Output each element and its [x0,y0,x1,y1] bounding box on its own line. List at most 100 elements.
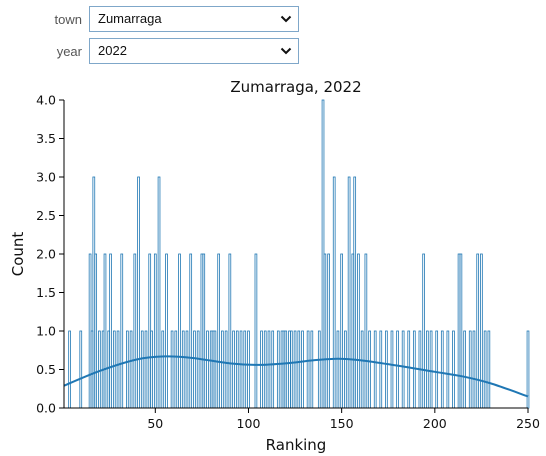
histogram-bar [373,330,377,409]
histogram-bar [452,330,455,409]
histogram-bar [165,253,168,409]
histogram-bar [79,330,83,409]
chevron-down-icon [280,15,292,23]
y-axis-title: Count [9,232,27,277]
histogram-bar [483,330,487,409]
histogram-bar [344,330,347,409]
histogram-bar [271,330,275,409]
histogram-bar [480,253,483,409]
histogram-bar [267,330,271,409]
histogram-bar [463,330,466,409]
year-label: year [56,44,82,59]
year-select[interactable]: 2022 [89,38,299,64]
histogram-bar [228,253,232,409]
y-tick-label: 1.0 [36,324,56,339]
histogram-bar [157,176,161,409]
year-select-value: 2022 [98,43,127,58]
histogram-bar [232,330,235,409]
histogram-bar [297,330,301,409]
histogram-bar [161,330,165,409]
histogram-bar [385,330,388,409]
histogram-bar [133,253,137,409]
histogram-bar [364,253,368,409]
histogram-bar [116,330,120,409]
histogram-bar [68,330,71,409]
axes: 0.0 0.5 1.0 1.5 2.0 2.5 3.0 3.5 4.0 50 100 150 200 25… [36,93,540,432]
histogram-bar [446,330,450,409]
town-select[interactable]: Zumarraga [89,6,299,32]
histogram-bar [247,330,250,409]
histogram-bar [390,330,394,409]
histogram-bar [224,330,228,409]
histogram-bar [239,330,243,409]
histogram-bar [412,330,416,409]
histogram-bar [340,253,343,409]
histogram-bar [429,330,433,409]
y-tick-label: 4.0 [36,93,56,108]
histogram-bar [185,330,189,409]
histogram-bar [290,330,293,409]
histogram-bar [284,330,288,409]
town-select-value: Zumarraga [98,11,162,26]
histogram-bar [353,176,357,409]
histogram-bar [144,330,148,409]
histogram-bar [263,330,267,409]
ranking-histogram-chart: Zumarraga, 2022 Count Ranking 0.0 0.5 1.0 1… [9,78,540,454]
histogram-bar [206,330,209,409]
x-tick-label: 250 [516,416,540,431]
histogram-bar [360,330,364,409]
x-tick-label: 200 [423,416,447,431]
histogram-bar [213,330,217,409]
histogram-bar [153,253,157,409]
histogram-bar [310,330,314,409]
histogram-bar [98,330,101,409]
histogram-bar [306,330,310,409]
histogram-bar [487,330,491,409]
histogram-bar [129,330,133,409]
histogram-bar [401,330,405,409]
histogram-bar [368,330,371,409]
histogram-bar [202,253,206,409]
histogram-bar [189,253,193,409]
histogram-bar [174,330,178,409]
histogram-bar [323,253,327,409]
y-tick-label: 2.0 [36,247,56,262]
histogram-bar [276,330,280,409]
year-control: year 2022 [0,38,546,66]
histogram-bar [196,330,200,409]
histogram-bar [170,330,174,409]
histogram-bar [260,330,263,409]
histogram-bar [181,330,185,409]
town-label: town [54,12,82,27]
kde-curve-line [63,355,529,398]
histogram-bar [357,253,360,409]
histogram-bar [317,330,321,409]
histogram-bar [336,330,340,409]
histogram-bar [109,253,112,409]
histogram-bar [103,253,107,409]
histogram-bar [235,330,239,409]
histogram-bar [440,330,444,409]
histogram-bar [347,176,351,409]
y-tick-label: 3.5 [36,131,56,146]
histogram-bar [435,330,439,409]
histogram-bar [120,253,124,409]
histogram-bar [459,253,463,409]
histogram-bar [112,330,116,409]
x-tick-label: 150 [330,416,354,431]
histogram-bar [422,253,425,409]
town-control: town Zumarraga [0,6,546,34]
x-axis-title: Ranking [266,436,327,454]
histogram-bar [193,330,196,409]
histogram-bar [468,330,472,409]
y-tick-label: 2.5 [36,208,56,223]
x-tick-label: 100 [237,416,261,431]
histogram-bar [137,176,140,409]
histogram-bar [472,330,476,409]
histogram-bar [126,330,129,409]
histogram-bar [150,330,153,409]
histogram-bar [327,253,330,409]
histogram-bar [396,330,399,409]
chart-title: Zumarraga, 2022 [230,78,361,96]
y-tick-label: 3.0 [36,170,56,185]
